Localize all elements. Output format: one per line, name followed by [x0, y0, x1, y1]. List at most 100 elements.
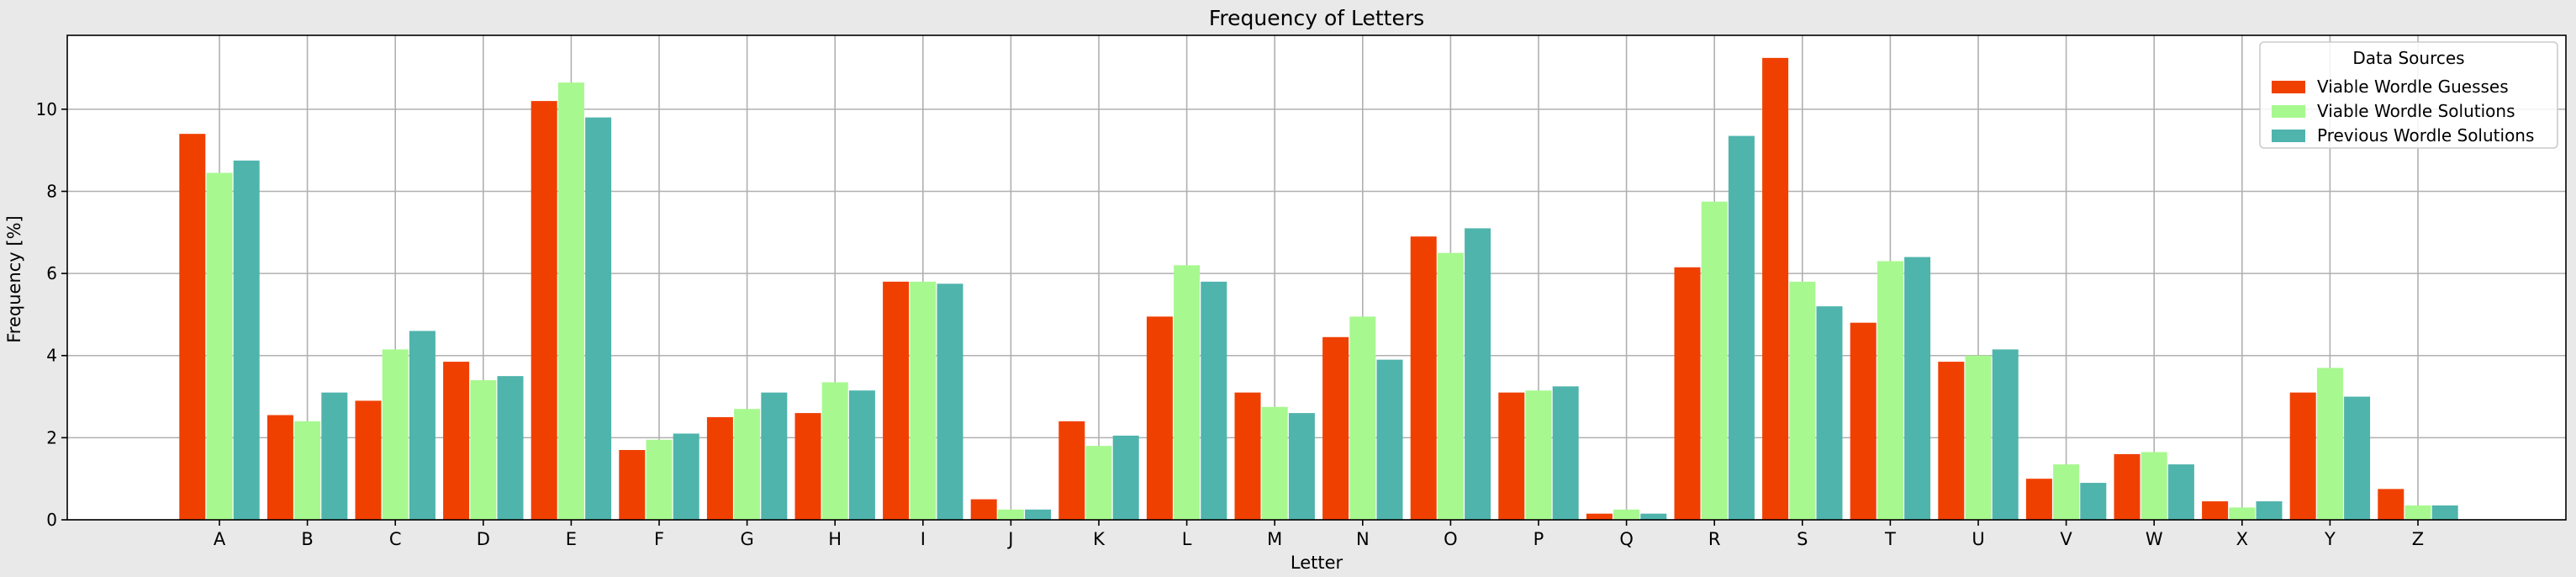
y-tick-label: 6 — [46, 263, 57, 283]
y-axis-label: Frequency [%] — [4, 215, 24, 343]
x-tick-label: N — [1356, 529, 1370, 549]
bar-u-series-1 — [1938, 362, 1965, 520]
bar-w-series-2 — [2141, 452, 2167, 520]
x-tick-label: L — [1182, 529, 1192, 549]
bar-b-series-1 — [267, 415, 293, 520]
plot-area: 0 2 4 6 8 10 A B C D E F G H I J K L M N O P Q R S T U V W X Y Z — [36, 34, 2567, 549]
bar-v-series-3 — [2080, 483, 2107, 520]
x-axis-label: Letter — [1291, 553, 1343, 573]
bar-v-series-1 — [2025, 479, 2052, 520]
bar-k-series-2 — [1085, 446, 1112, 520]
bar-z-series-1 — [2378, 489, 2404, 520]
legend: Data Sources Viable Wordle Guesses Viable … — [2259, 41, 2558, 149]
x-tick-label: Z — [2412, 529, 2424, 549]
bar-f-series-2 — [646, 439, 673, 520]
x-tick-label: J — [1006, 529, 1013, 549]
bars — [179, 57, 2458, 521]
bar-i-series-3 — [937, 283, 963, 520]
y-tick-label: 4 — [46, 346, 57, 366]
bar-y-series-3 — [2344, 396, 2371, 520]
bar-l-series-3 — [1201, 281, 1227, 520]
bar-q-series-1 — [1586, 513, 1613, 520]
bar-a-series-2 — [206, 172, 233, 520]
bar-i-series-2 — [910, 281, 937, 520]
y-tick-label: 0 — [46, 510, 57, 530]
bar-r-series-3 — [1728, 135, 1755, 521]
bar-j-series-2 — [997, 509, 1024, 520]
bar-h-series-3 — [848, 390, 875, 520]
bar-h-series-1 — [794, 413, 821, 520]
bar-e-series-3 — [585, 117, 612, 520]
chart-title: Frequency of Letters — [1209, 6, 1424, 30]
x-tick-label: T — [1884, 529, 1896, 549]
x-tick-label: E — [566, 529, 577, 549]
x-tick-label: S — [1797, 529, 1808, 549]
bar-m-series-3 — [1288, 413, 1315, 520]
bar-g-series-3 — [761, 392, 788, 520]
x-tick-label: H — [828, 529, 842, 549]
x-tick-label: I — [921, 529, 926, 549]
legend-swatch-series-1 — [2272, 81, 2305, 93]
bar-u-series-3 — [1992, 349, 2019, 520]
bar-f-series-1 — [619, 450, 646, 520]
bar-w-series-3 — [2167, 464, 2194, 520]
bar-f-series-3 — [673, 433, 699, 520]
legend-swatch-series-3 — [2272, 130, 2305, 142]
bar-k-series-3 — [1112, 435, 1139, 520]
bar-e-series-2 — [557, 82, 584, 520]
bar-o-series-3 — [1465, 228, 1491, 520]
bar-w-series-1 — [2114, 453, 2141, 520]
plot-frame — [66, 34, 2567, 521]
bar-s-series-3 — [1816, 306, 1843, 520]
bar-j-series-1 — [970, 499, 997, 520]
bar-z-series-3 — [2431, 505, 2458, 520]
x-tick-label: M — [1267, 529, 1282, 549]
bar-o-series-2 — [1437, 252, 1464, 520]
bar-t-series-1 — [1850, 322, 1877, 520]
x-tick-label: A — [214, 529, 226, 549]
bar-n-series-2 — [1349, 316, 1376, 520]
legend-label-series-3: Previous Wordle Solutions — [2317, 125, 2534, 146]
legend-label-series-1: Viable Wordle Guesses — [2317, 77, 2509, 97]
bar-h-series-2 — [821, 382, 848, 520]
bar-c-series-3 — [409, 331, 435, 520]
bar-a-series-3 — [233, 160, 260, 521]
x-tick-label: O — [1444, 529, 1458, 549]
bar-z-series-2 — [2404, 505, 2431, 520]
bar-b-series-3 — [321, 392, 348, 520]
bar-c-series-1 — [355, 400, 382, 520]
x-tick-label: C — [389, 529, 402, 549]
bar-d-series-3 — [497, 376, 524, 520]
y-tick-label: 2 — [46, 427, 57, 447]
legend-title: Data Sources — [2352, 48, 2464, 68]
bar-k-series-1 — [1058, 421, 1085, 520]
x-tick-label: P — [1533, 529, 1544, 549]
bar-x-series-3 — [2256, 501, 2283, 520]
bar-v-series-2 — [2053, 464, 2080, 520]
legend-label-series-2: Viable Wordle Solutions — [2317, 101, 2515, 121]
bar-x-series-1 — [2202, 501, 2229, 520]
bar-y-series-1 — [2289, 392, 2316, 520]
bar-t-series-2 — [1877, 261, 1903, 520]
x-tick-label: W — [2146, 529, 2163, 549]
x-tick-label: B — [301, 529, 313, 549]
x-tick-label: F — [654, 529, 664, 549]
bar-t-series-3 — [1904, 257, 1931, 520]
bar-g-series-2 — [734, 409, 761, 520]
x-tick-label: V — [2060, 529, 2072, 549]
bar-g-series-1 — [706, 416, 733, 520]
legend-swatch-series-2 — [2272, 105, 2305, 118]
bar-s-series-2 — [1789, 281, 1816, 520]
bar-l-series-1 — [1146, 316, 1173, 520]
bar-e-series-1 — [531, 101, 557, 521]
x-tick-label: D — [477, 529, 490, 549]
bar-r-series-2 — [1701, 201, 1728, 520]
bar-d-series-1 — [443, 362, 470, 520]
bar-q-series-2 — [1613, 509, 1640, 520]
bar-x-series-2 — [2229, 507, 2256, 520]
y-tick-label: 8 — [46, 181, 57, 201]
bar-j-series-3 — [1025, 509, 1052, 520]
bar-q-series-3 — [1640, 513, 1667, 520]
x-tick-label: G — [740, 529, 753, 549]
